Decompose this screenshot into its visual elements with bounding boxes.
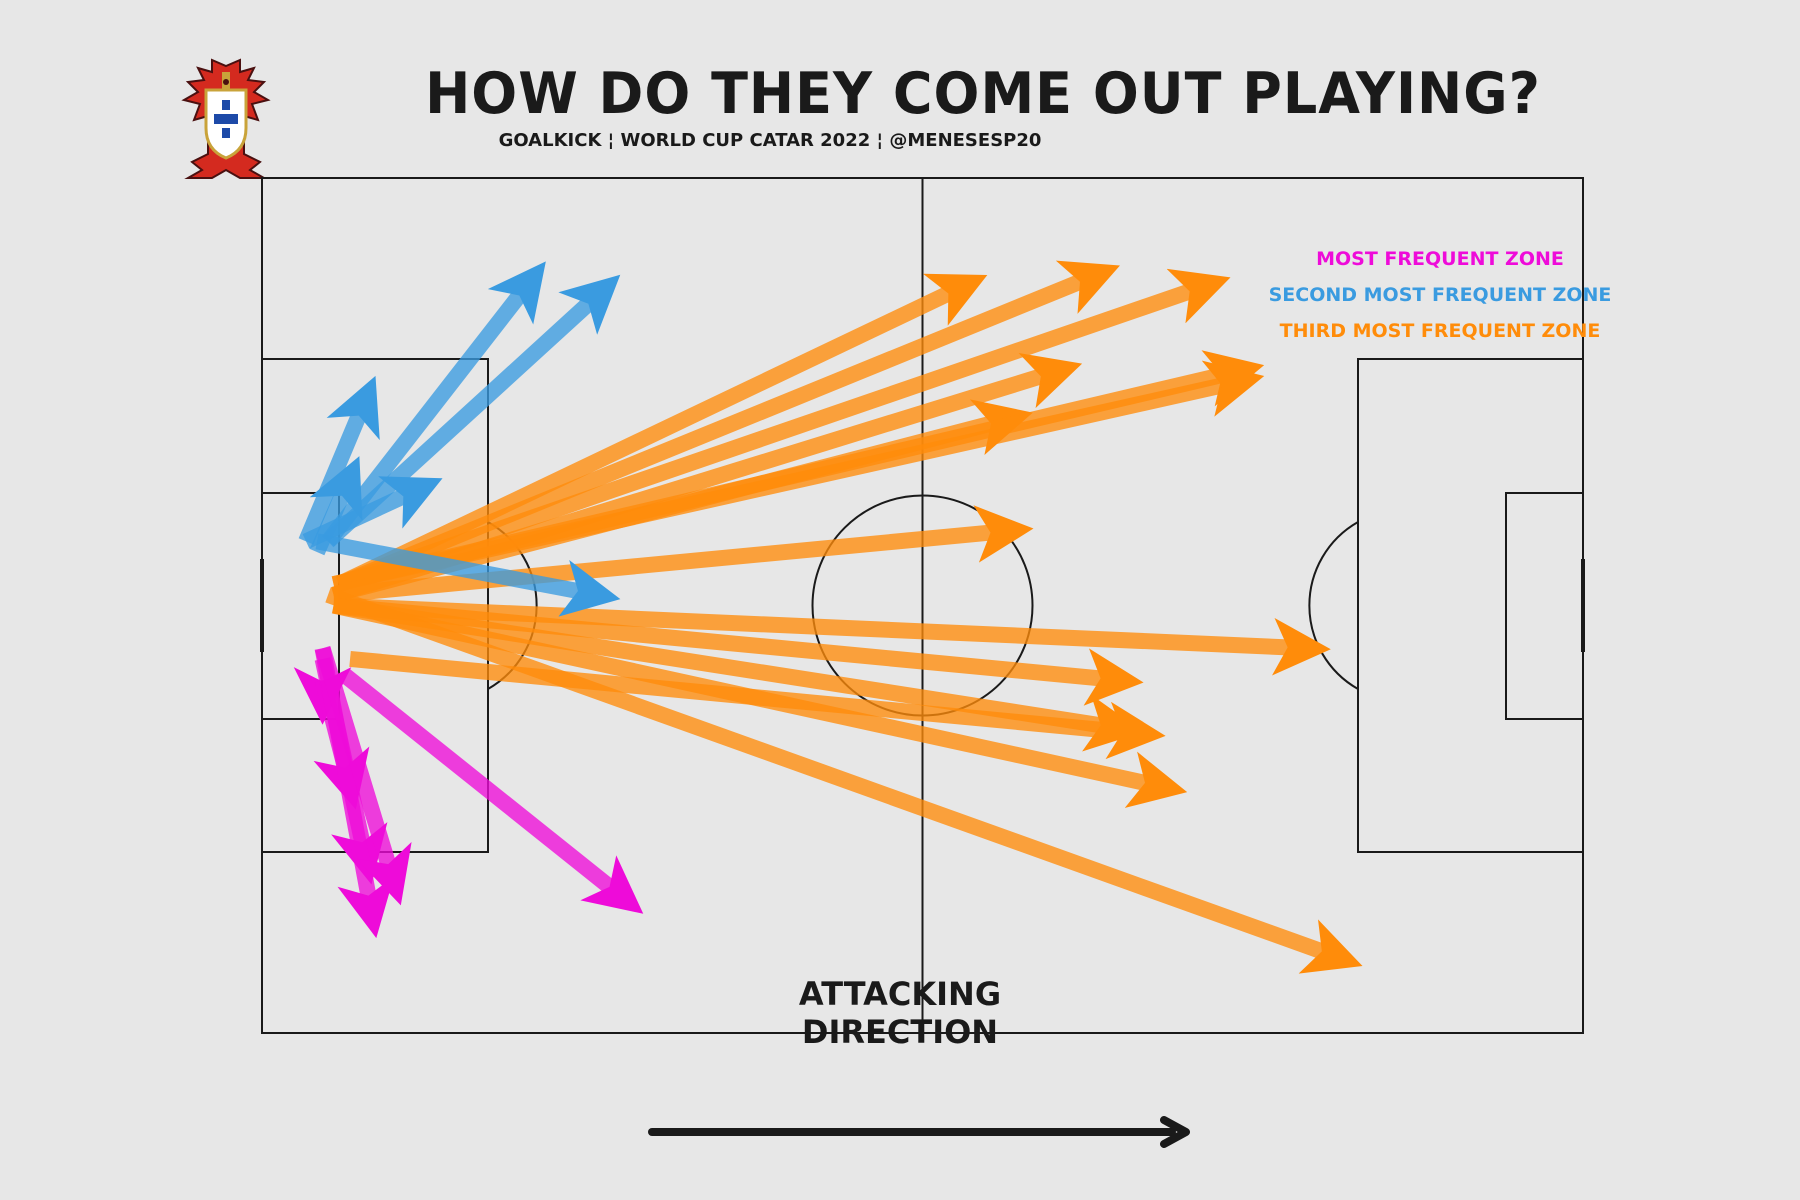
- legend-item-most-frequent: MOST FREQUENT ZONE: [1316, 248, 1564, 270]
- six-yard-box-right: [1505, 492, 1584, 720]
- crest-icon: [181, 58, 271, 179]
- legend-item-third-most-frequent: THIRD MOST FREQUENT ZONE: [1279, 320, 1601, 342]
- chart-subtitle: GOALKICK ¦ WORLD CUP CATAR 2022 ¦ @MENES…: [498, 130, 1042, 151]
- attacking-direction-arrowhead: [1160, 1116, 1190, 1148]
- pass-arrow-3-13: [349, 650, 1166, 760]
- attacking-direction-label: ATTACKING DIRECTION: [798, 975, 1002, 1051]
- pass-arrow-1-6: [339, 668, 644, 914]
- pass-arrow-3-14: [325, 587, 1363, 974]
- chart-title: HOW DO THEY COME OUT PLAYING?: [425, 60, 1541, 127]
- penalty-box-right: [1357, 358, 1584, 853]
- pass-arrow-3-11: [332, 597, 1144, 752]
- pass-arrow-3-8: [332, 505, 1034, 603]
- legend-item-second-most-frequent: SECOND MOST FREQUENT ZONE: [1268, 284, 1612, 306]
- pass-arrow-3-7: [331, 360, 1265, 592]
- pass-arrow-3-9: [333, 597, 1331, 676]
- pass-arrow-1-5: [314, 645, 412, 906]
- penalty-arc-right: [1308, 521, 1359, 690]
- pass-arrows: [293, 260, 1363, 974]
- pass-arrow-2-2: [322, 274, 621, 548]
- pass-arrow-2-6: [315, 533, 621, 617]
- pass-arrow-3-3: [336, 268, 1231, 592]
